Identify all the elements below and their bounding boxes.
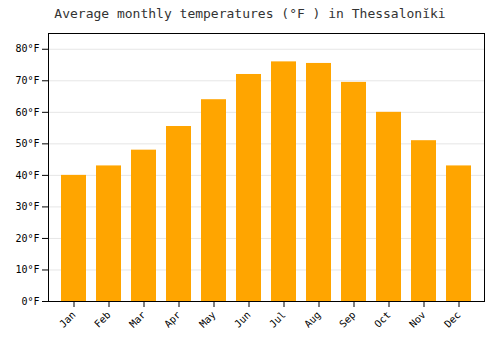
svg-text:80°F: 80°F: [15, 43, 39, 54]
svg-text:Sep: Sep: [337, 309, 358, 330]
svg-text:May: May: [197, 309, 218, 330]
svg-text:Aug: Aug: [302, 309, 323, 330]
svg-text:Jul: Jul: [267, 309, 288, 330]
svg-text:0°F: 0°F: [21, 296, 39, 307]
svg-text:Feb: Feb: [92, 309, 113, 330]
svg-text:50°F: 50°F: [15, 138, 39, 149]
svg-text:Nov: Nov: [407, 309, 428, 330]
svg-text:Mar: Mar: [127, 309, 148, 330]
svg-text:Oct: Oct: [372, 309, 393, 330]
svg-text:10°F: 10°F: [15, 264, 39, 275]
html-text:Average monthly temperatures (: Average monthly temperatures (°F ) in Th…: [54, 6, 446, 21]
svg-text:40°F: 40°F: [15, 170, 39, 181]
svg-text:60°F: 60°F: [15, 107, 39, 118]
svg-text:70°F: 70°F: [15, 75, 39, 86]
svg-text:Dec: Dec: [442, 309, 463, 330]
svg-text:Jun: Jun: [232, 309, 253, 330]
svg-text:20°F: 20°F: [15, 233, 39, 244]
svg-text:30°F: 30°F: [15, 201, 39, 212]
svg-text:Jan: Jan: [57, 309, 78, 330]
svg-text:Apr: Apr: [162, 309, 183, 330]
